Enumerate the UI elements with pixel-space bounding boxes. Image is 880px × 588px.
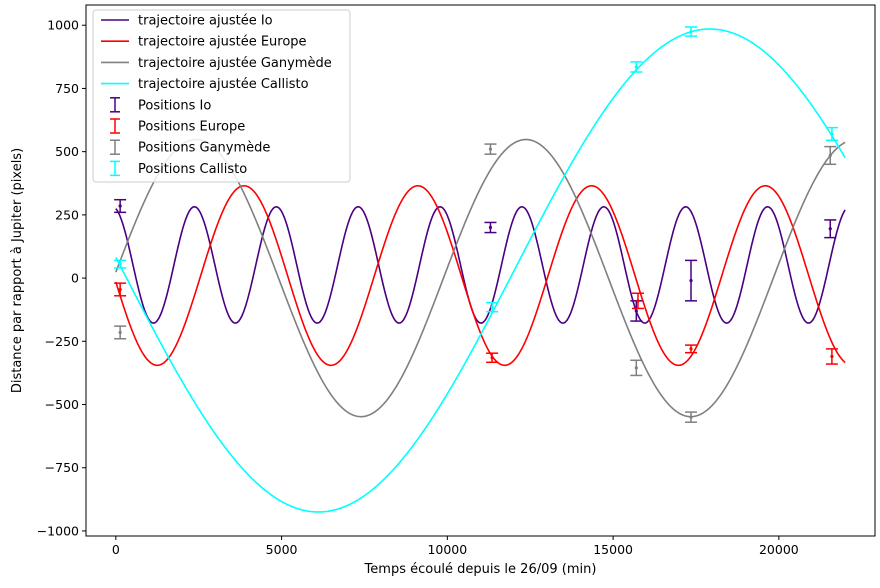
y-tick-label: −1000 [37, 523, 79, 538]
error-bar-3-0 [114, 259, 127, 269]
data-point [488, 147, 493, 151]
x-axis-label: Temps écoulé depuis le 26/09 (min) [364, 562, 597, 577]
data-point [634, 366, 638, 370]
legend-label: Positions Europe [138, 120, 245, 135]
legend-item-curve-2: trajectoire ajustée Ganymède [101, 56, 332, 71]
legend-label: trajectoire ajustée Europe [138, 35, 307, 50]
y-tick-label: −250 [45, 334, 79, 349]
data-point [118, 262, 122, 266]
legend-item-curve-0: trajectoire ajustée Io [101, 14, 273, 29]
data-point [488, 225, 493, 230]
error-bar-3-1 [486, 301, 499, 313]
data-point [636, 299, 640, 303]
legend-item-points-3: Positions Callisto [110, 160, 247, 177]
error-bar-2-0 [114, 325, 127, 340]
x-tick-label: 10000 [427, 542, 467, 557]
error-bar-0-0 [114, 198, 127, 214]
error-bar-3-2 [630, 61, 643, 73]
legend-item-curve-3: trajectoire ajustée Callisto [101, 77, 309, 92]
data-point [490, 305, 494, 309]
error-bar-2-4 [824, 145, 837, 166]
error-bar-2-1 [484, 143, 497, 155]
y-tick-label: 1000 [47, 18, 79, 33]
legend-item-points-1: Positions Europe [110, 118, 245, 135]
plot-frame [85, 4, 876, 537]
data-point [689, 415, 693, 419]
y-tick-label: 0 [71, 271, 79, 286]
data-point [118, 287, 122, 292]
legend-label: Positions Callisto [138, 162, 247, 177]
data-point [689, 29, 693, 34]
x-tick-label: 0 [112, 542, 120, 557]
legend-label: trajectoire ajustée Io [138, 14, 273, 29]
legend-label: Positions Io [138, 98, 211, 113]
error-bar-1-2 [631, 292, 644, 310]
legend: trajectoire ajustée Io trajectoire ajusté… [92, 9, 351, 183]
x-tick-label: 15000 [593, 542, 633, 557]
observed-positions [114, 26, 838, 423]
data-point [634, 309, 638, 313]
error-bar-2-3 [685, 411, 698, 423]
fitted-curve-3 [115, 28, 846, 513]
data-point [634, 65, 638, 69]
error-bar-1-0 [114, 282, 127, 297]
y-tick-label: 500 [55, 144, 79, 159]
y-tick-label: 250 [55, 207, 79, 222]
error-bar-0-2 [630, 300, 643, 322]
error-bar-3-4 [825, 126, 838, 142]
legend-label: Positions Ganymède [138, 141, 270, 156]
y-tick-label: −750 [45, 460, 79, 475]
data-point [828, 153, 832, 158]
legend-label: trajectoire ajustée Ganymède [138, 56, 332, 71]
data-point [830, 354, 834, 359]
x-axis: 0 5000 10000 15000 20000 [112, 536, 799, 557]
error-bar-1-4 [825, 348, 838, 365]
legend-item-points-0: Positions Io [110, 97, 211, 113]
error-bar-2-2 [630, 359, 643, 377]
data-point [118, 204, 122, 208]
data-point [828, 227, 832, 231]
error-bar-0-4 [824, 219, 837, 239]
error-bar-3-3 [685, 26, 698, 37]
legend-label: trajectoire ajustée Callisto [138, 77, 309, 92]
y-axis: −1000 −750 −500 −250 0 250 500 750 1000 [37, 18, 86, 538]
fitted-curve-1 [115, 184, 846, 367]
error-bar-1-3 [685, 344, 698, 354]
data-point [490, 356, 494, 360]
y-axis-label: Distance par rapport à Jupiter (pixels) [10, 148, 25, 393]
x-tick-label: 5000 [266, 542, 298, 557]
error-bar-0-1 [484, 221, 497, 234]
data-point [689, 279, 693, 283]
x-tick-label: 20000 [759, 542, 799, 557]
data-point [830, 132, 834, 136]
legend-box [92, 9, 351, 183]
legend-item-points-2: Positions Ganymède [110, 139, 270, 156]
legend-item-curve-1: trajectoire ajustée Europe [101, 35, 307, 50]
data-point [689, 347, 693, 351]
error-bar-0-3 [685, 259, 698, 302]
y-tick-label: 750 [55, 81, 79, 96]
data-point [118, 330, 122, 335]
error-bar-1-1 [486, 352, 499, 364]
y-tick-label: −500 [45, 397, 79, 412]
fitted-curve-0 [115, 205, 846, 324]
